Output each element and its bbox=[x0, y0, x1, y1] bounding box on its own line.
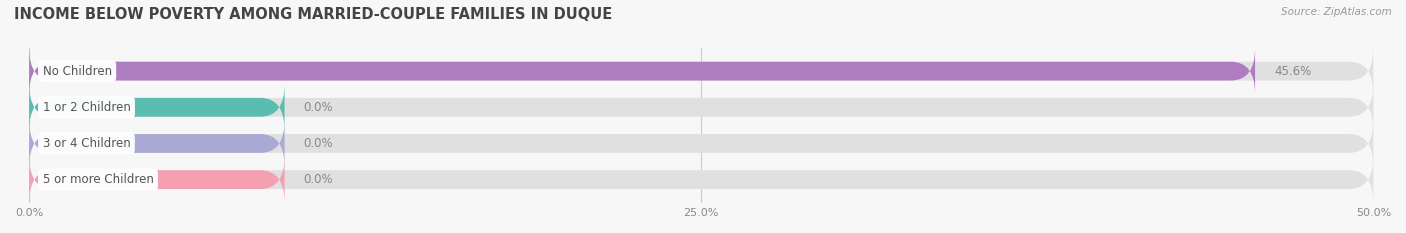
FancyBboxPatch shape bbox=[30, 48, 1374, 94]
FancyBboxPatch shape bbox=[30, 48, 1256, 94]
Text: 0.0%: 0.0% bbox=[304, 101, 333, 114]
FancyBboxPatch shape bbox=[30, 157, 284, 203]
Text: 45.6%: 45.6% bbox=[1274, 65, 1312, 78]
Text: INCOME BELOW POVERTY AMONG MARRIED-COUPLE FAMILIES IN DUQUE: INCOME BELOW POVERTY AMONG MARRIED-COUPL… bbox=[14, 7, 612, 22]
Text: 1 or 2 Children: 1 or 2 Children bbox=[42, 101, 131, 114]
Text: 3 or 4 Children: 3 or 4 Children bbox=[42, 137, 131, 150]
FancyBboxPatch shape bbox=[30, 120, 1374, 167]
FancyBboxPatch shape bbox=[30, 120, 284, 167]
FancyBboxPatch shape bbox=[30, 84, 1374, 130]
Text: No Children: No Children bbox=[42, 65, 111, 78]
FancyBboxPatch shape bbox=[30, 84, 284, 130]
Text: 5 or more Children: 5 or more Children bbox=[42, 173, 153, 186]
Text: 0.0%: 0.0% bbox=[304, 137, 333, 150]
FancyBboxPatch shape bbox=[30, 157, 1374, 203]
Text: 0.0%: 0.0% bbox=[304, 173, 333, 186]
Text: Source: ZipAtlas.com: Source: ZipAtlas.com bbox=[1281, 7, 1392, 17]
